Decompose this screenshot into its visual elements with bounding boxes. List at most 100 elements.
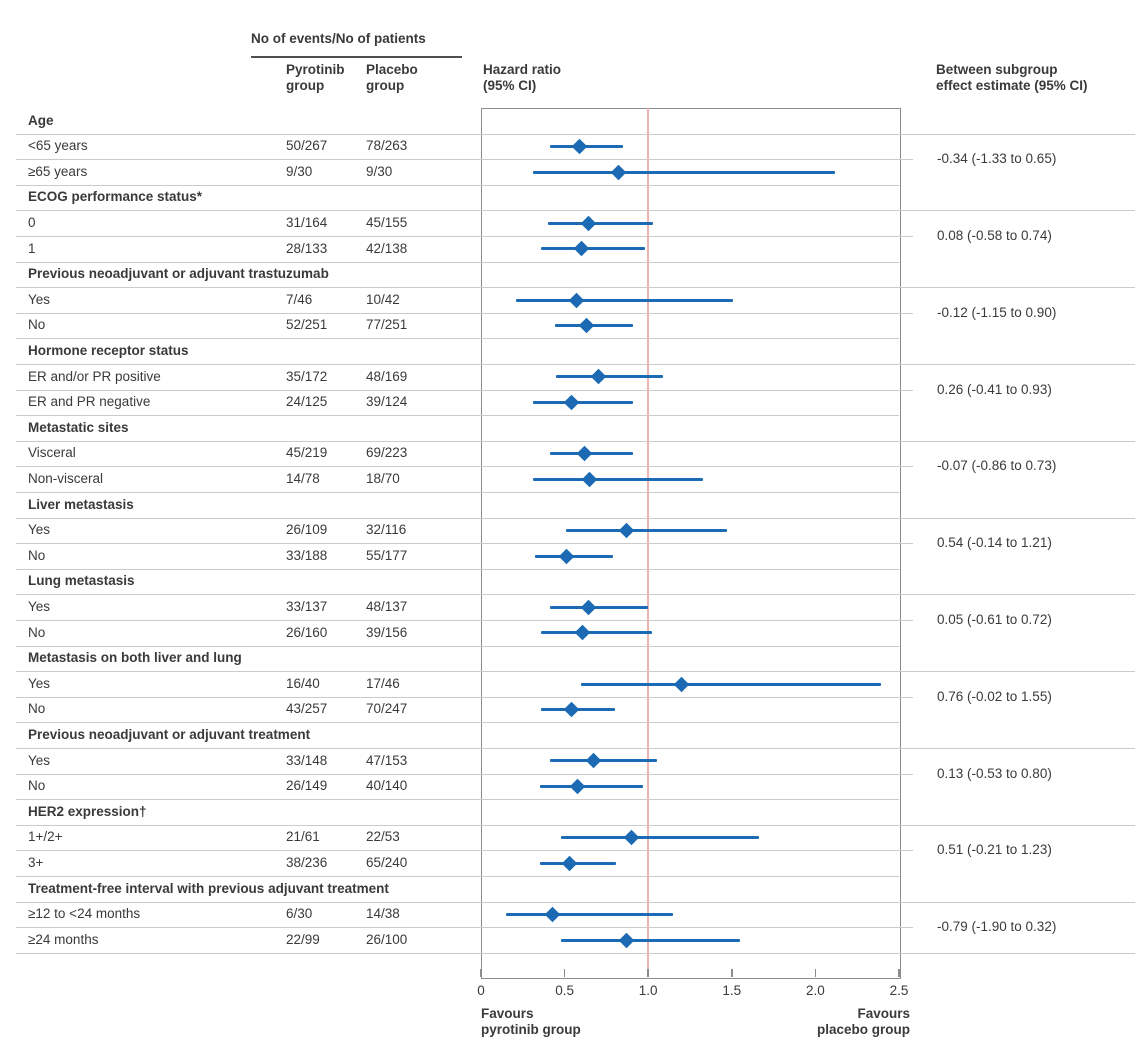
row-divider bbox=[16, 184, 899, 186]
row-divider bbox=[16, 210, 899, 212]
estimate-tick bbox=[899, 312, 913, 314]
events-pyrotinib: 52/251 bbox=[286, 317, 328, 333]
events-placebo: 48/137 bbox=[366, 598, 408, 614]
events-placebo: 78/263 bbox=[366, 138, 408, 154]
effect-estimate: 0.54 (-0.14 to 1.21) bbox=[937, 535, 1052, 551]
subgroup-label: ≥12 to <24 months bbox=[28, 906, 141, 922]
events-placebo: 32/116 bbox=[366, 522, 407, 538]
subgroup-label: ER and PR negative bbox=[28, 394, 151, 410]
estimate-cell-border bbox=[899, 824, 1135, 826]
section-header: Treatment-free interval with previous ad… bbox=[28, 880, 389, 896]
row-divider bbox=[16, 568, 899, 570]
subgroup-label: Yes bbox=[28, 522, 51, 538]
ci-line bbox=[556, 375, 664, 379]
estimate-tick bbox=[899, 927, 913, 929]
subgroup-label: 1+/2+ bbox=[28, 829, 63, 845]
ci-line bbox=[532, 477, 704, 481]
effect-estimate: -0.12 (-1.15 to 0.90) bbox=[937, 304, 1057, 320]
row-divider bbox=[16, 466, 899, 468]
reference-line bbox=[647, 108, 650, 977]
estimate-tick bbox=[899, 389, 913, 391]
events-pyrotinib: 33/148 bbox=[286, 752, 328, 768]
subgroup-label: ≥65 years bbox=[28, 163, 88, 179]
estimate-cell-border bbox=[899, 440, 1135, 442]
estimate-tick bbox=[899, 850, 913, 852]
row-divider bbox=[16, 312, 899, 314]
section-header: Metastatic sites bbox=[28, 419, 129, 435]
favours-left-label: Favours pyrotinib group bbox=[481, 1006, 581, 1037]
row-divider bbox=[16, 901, 899, 903]
row-divider bbox=[16, 543, 899, 545]
effect-estimate: -0.34 (-1.33 to 0.65) bbox=[937, 151, 1057, 167]
subgroup-label: Non-visceral bbox=[28, 470, 104, 486]
estimate-cell-border bbox=[899, 952, 1135, 954]
ci-line bbox=[561, 836, 759, 840]
row-divider bbox=[16, 133, 899, 135]
subgroup-label: ER and/or PR positive bbox=[28, 368, 161, 384]
axis-tick-label: 0.5 bbox=[555, 983, 574, 998]
row-divider bbox=[16, 876, 899, 877]
events-placebo: 65/240 bbox=[366, 854, 408, 870]
row-divider bbox=[16, 594, 899, 596]
events-placebo: 47/153 bbox=[366, 752, 408, 768]
ci-line bbox=[549, 759, 657, 763]
events-pyrotinib: 21/61 bbox=[286, 829, 320, 845]
section-header: Metastasis on both liver and lung bbox=[28, 650, 242, 666]
events-pyrotinib: 7/46 bbox=[286, 291, 313, 307]
subgroup-label: No bbox=[28, 624, 46, 640]
ci-line bbox=[541, 247, 645, 251]
col-header-pyrotinib: Pyrotinib group bbox=[286, 62, 345, 93]
subgroup-label: Yes bbox=[28, 675, 51, 691]
ci-line bbox=[539, 861, 617, 865]
ci-line bbox=[566, 528, 727, 532]
subgroup-label: Visceral bbox=[28, 445, 76, 461]
row-divider bbox=[16, 287, 899, 289]
subgroup-label: No bbox=[28, 547, 46, 563]
events-placebo: 45/155 bbox=[366, 214, 408, 230]
row-divider bbox=[16, 773, 899, 775]
ci-line bbox=[539, 784, 644, 788]
events-pyrotinib: 31/164 bbox=[286, 214, 328, 230]
subgroup-label: ≥24 months bbox=[28, 931, 99, 947]
row-divider bbox=[16, 722, 899, 724]
subgroup-label: No bbox=[28, 317, 46, 333]
ci-line bbox=[516, 298, 734, 302]
events-pyrotinib: 33/137 bbox=[286, 598, 328, 614]
ci-line bbox=[547, 221, 654, 225]
events-pyrotinib: 28/133 bbox=[286, 240, 328, 256]
ci-line bbox=[581, 682, 881, 686]
section-header: Age bbox=[28, 112, 54, 128]
col-header-between-subgroup: Between subgroup effect estimate (95% CI… bbox=[936, 62, 1088, 93]
estimate-tick bbox=[899, 543, 913, 545]
ci-line bbox=[506, 912, 674, 916]
events-pyrotinib: 33/188 bbox=[286, 547, 328, 563]
row-divider bbox=[16, 696, 899, 698]
row-divider bbox=[16, 261, 899, 263]
events-placebo: 69/223 bbox=[366, 445, 408, 461]
ci-line bbox=[532, 400, 634, 404]
row-divider bbox=[16, 517, 899, 519]
row-divider bbox=[16, 364, 899, 365]
section-header: Previous neoadjuvant or adjuvant trastuz… bbox=[28, 266, 329, 282]
estimate-tick bbox=[899, 773, 913, 775]
events-placebo: 48/169 bbox=[366, 368, 408, 384]
events-placebo: 22/53 bbox=[366, 829, 400, 845]
axis-tick bbox=[563, 969, 566, 977]
estimate-tick bbox=[899, 236, 913, 237]
events-pyrotinib: 6/30 bbox=[286, 906, 313, 922]
ci-line bbox=[532, 170, 836, 174]
section-header: Hormone receptor status bbox=[28, 342, 189, 358]
estimate-cell-border bbox=[899, 748, 1135, 749]
row-divider bbox=[16, 824, 899, 826]
events-placebo: 42/138 bbox=[366, 240, 408, 256]
section-header: Liver metastasis bbox=[28, 496, 134, 512]
events-placebo: 70/247 bbox=[366, 701, 408, 717]
row-divider bbox=[16, 620, 899, 621]
events-pyrotinib: 45/219 bbox=[286, 445, 328, 461]
events-placebo: 9/30 bbox=[366, 163, 393, 179]
row-divider bbox=[16, 671, 899, 673]
estimate-cell-border bbox=[899, 594, 1135, 596]
estimate-cell-border bbox=[899, 901, 1135, 903]
row-divider bbox=[16, 415, 899, 417]
